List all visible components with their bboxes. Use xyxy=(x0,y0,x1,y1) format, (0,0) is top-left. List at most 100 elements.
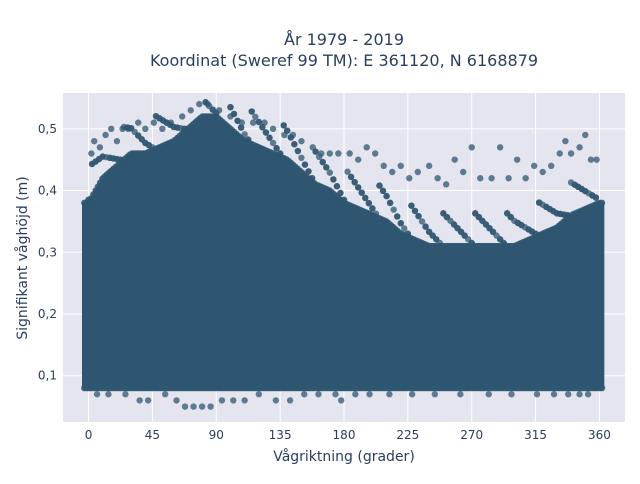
scatter-point xyxy=(196,100,203,108)
scatter-point xyxy=(408,391,416,398)
scatter-point xyxy=(309,144,316,151)
scatter-point xyxy=(173,397,180,404)
scatter-point xyxy=(323,164,330,171)
scatter-point xyxy=(485,391,492,398)
scatter-point xyxy=(142,125,149,133)
scatter-point xyxy=(564,212,571,219)
scatter-point xyxy=(347,173,355,181)
x-tick-label: 360 xyxy=(588,428,611,442)
scatter-point xyxy=(249,119,257,126)
scatter-point xyxy=(346,150,353,157)
scatter-point xyxy=(245,136,252,143)
y-tick-label: 0,5 xyxy=(38,122,57,136)
scatter-point xyxy=(161,391,169,398)
scatter-point xyxy=(351,178,358,186)
scatter-point xyxy=(533,391,541,398)
y-tick-label: 0,2 xyxy=(38,307,57,321)
scatter-point xyxy=(136,397,143,404)
scatter-point xyxy=(443,213,451,221)
scatter-point xyxy=(272,397,280,404)
scatter-point xyxy=(500,239,507,247)
scatter-point xyxy=(145,141,153,149)
scatter-point xyxy=(333,183,341,190)
scatter-point xyxy=(587,156,595,163)
scatter-point xyxy=(337,189,344,197)
scatter-point xyxy=(576,391,583,398)
scatter-point xyxy=(363,144,370,151)
scatter-point xyxy=(319,158,326,166)
scatter-point xyxy=(252,113,259,120)
scatter-point xyxy=(460,168,467,176)
scatter-point xyxy=(354,156,362,163)
scatter-point xyxy=(305,168,312,175)
scatter-point xyxy=(482,221,490,228)
scatter-point xyxy=(286,397,294,404)
scatter-point xyxy=(315,391,322,398)
scatter-point xyxy=(489,228,497,236)
scatter-point xyxy=(394,213,401,220)
scatter-point xyxy=(574,183,582,191)
y-tick-label: 0,1 xyxy=(38,369,57,383)
scatter-point xyxy=(337,397,345,404)
scatter-point xyxy=(92,158,99,165)
scatter-point xyxy=(181,125,188,133)
scatter-point xyxy=(376,182,383,189)
scatter-point xyxy=(326,150,334,157)
scatter-point xyxy=(125,125,132,133)
scatter-point xyxy=(415,212,422,220)
scatter-point xyxy=(461,232,468,239)
scatter-point xyxy=(414,168,421,176)
scatter-point xyxy=(91,137,98,145)
scatter-point xyxy=(593,156,600,163)
scatter-point xyxy=(425,162,433,170)
scatter-point xyxy=(505,174,512,182)
scatter-point xyxy=(298,137,305,145)
chart-title-line2: Koordinat (Sweref 99 TM): E 361120, N 61… xyxy=(150,51,538,70)
x-tick-label: 0 xyxy=(85,428,93,442)
scatter-point xyxy=(513,156,521,163)
scatter-point xyxy=(582,187,589,195)
scatter-point xyxy=(418,218,426,225)
scatter-point xyxy=(269,139,277,147)
scatter-point xyxy=(150,119,158,126)
scatter-point xyxy=(167,119,175,126)
scatter-point xyxy=(190,403,197,410)
scatter-point xyxy=(548,162,555,170)
scatter-point xyxy=(105,391,112,398)
scatter-point xyxy=(113,137,121,145)
scatter-point xyxy=(85,196,92,203)
scatter-point xyxy=(255,118,263,126)
scatter-point xyxy=(207,403,214,410)
x-tick-label: 45 xyxy=(145,428,160,442)
scatter-point xyxy=(218,397,226,404)
scatter-point xyxy=(298,154,305,162)
tick-labels: 0 45 90 135 180 225 270 315 360 0,1 0,2 0,3 0,4 0,5 xyxy=(38,122,611,442)
scatter-point xyxy=(248,108,255,115)
data-points xyxy=(81,99,606,410)
scatter-point xyxy=(119,125,126,133)
scatter-point xyxy=(372,210,380,217)
scatter-point xyxy=(144,397,152,404)
scatter-point xyxy=(539,168,546,176)
scatter-point xyxy=(227,103,234,111)
scatter-point xyxy=(241,397,248,404)
scatter-point xyxy=(557,210,564,218)
scatter-point xyxy=(433,236,440,243)
scatter-point xyxy=(179,113,186,120)
x-tick-label: 135 xyxy=(269,428,292,442)
scatter-point xyxy=(383,192,390,200)
scatter-point xyxy=(326,169,334,176)
x-tick-label: 90 xyxy=(209,428,224,442)
scatter-point xyxy=(215,107,223,114)
scatter-points xyxy=(599,202,605,389)
scatter-point xyxy=(241,131,248,138)
scatter-point xyxy=(454,224,461,232)
scatter-point xyxy=(472,210,479,217)
scatter-point xyxy=(340,196,348,203)
scatter-point xyxy=(308,174,316,182)
scatter-point xyxy=(332,391,339,398)
scatter-point xyxy=(187,107,194,114)
scatter-point xyxy=(238,119,246,126)
scatter-point xyxy=(159,125,166,133)
x-tick-label: 315 xyxy=(524,428,547,442)
